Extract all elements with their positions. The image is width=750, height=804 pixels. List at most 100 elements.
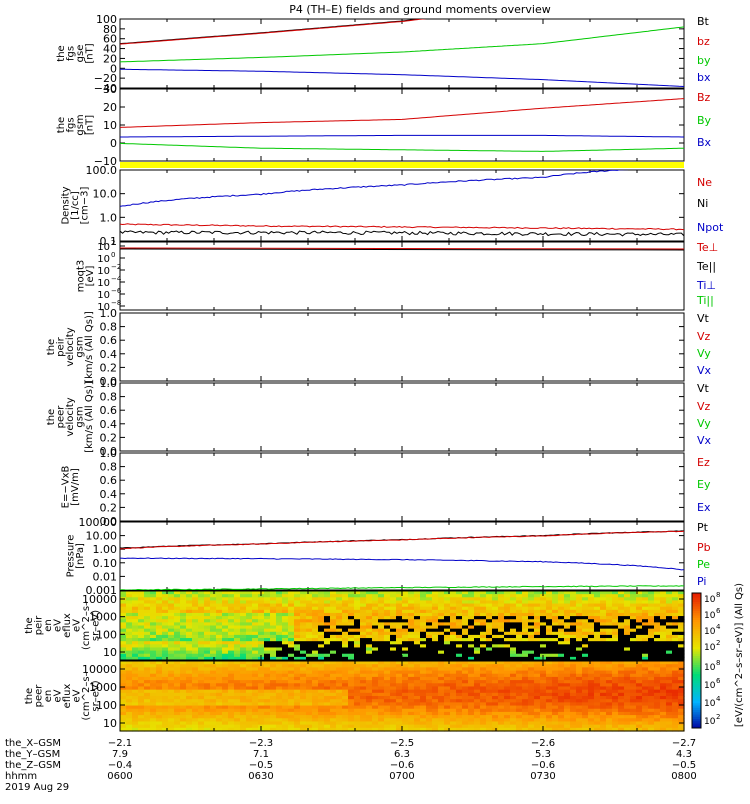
- peir_spectrogram-cell: [420, 628, 427, 633]
- peir_spectrogram-cell: [408, 622, 415, 627]
- peer_spectrogram-cell: [174, 686, 181, 691]
- peir_spectrogram-cell: [384, 616, 391, 620]
- peir_spectrogram-cell: [378, 597, 385, 602]
- peir_spectrogram-cell: [216, 634, 223, 639]
- peir_spectrogram-cell: [144, 638, 151, 642]
- pressure-ytick-label: 100.00: [79, 516, 118, 529]
- temperature-ytick-exp: 2: [111, 239, 115, 247]
- peer_spectrogram-cell: [576, 683, 583, 688]
- peer_spectrogram-cell: [390, 692, 397, 697]
- peir_spectrogram-cell: [660, 631, 667, 636]
- peer_spectrogram-cell: [546, 715, 553, 719]
- peer_spectrogram-cell: [384, 692, 391, 697]
- peer_spectrogram-cell: [174, 711, 181, 716]
- peer_spectrogram-cell: [606, 686, 613, 691]
- peer_spectrogram-cell: [156, 705, 163, 710]
- peir_spectrogram-cell: [126, 597, 133, 602]
- peer_spectrogram-cell: [486, 727, 493, 732]
- peer_spectrogram-cell: [642, 702, 649, 707]
- peir_spectrogram-cell: [522, 594, 529, 598]
- peer_spectrogram-cell: [168, 667, 175, 672]
- peer_spectrogram-cell: [456, 680, 463, 684]
- peir_spectrogram-cell: [468, 628, 475, 633]
- peer_spectrogram-cell: [468, 721, 475, 726]
- peer_spectrogram-cell: [132, 664, 139, 668]
- peer_spectrogram-cell: [582, 686, 589, 691]
- peer_spectrogram-cell: [492, 667, 499, 672]
- peer_spectrogram-cell: [534, 727, 541, 732]
- peir_spectrogram-cell: [372, 594, 379, 598]
- peir_spectrogram-cell: [156, 600, 163, 605]
- peer_spectrogram-cell: [330, 724, 337, 729]
- peer_spectrogram-cell: [378, 702, 385, 707]
- peer_spectrogram-cell: [402, 680, 409, 684]
- peir_spectrogram-cell: [258, 625, 265, 630]
- peer_spectrogram-cell: [660, 689, 667, 694]
- peir_spectrogram-cell: [606, 647, 613, 652]
- peir_spectrogram-cell: [624, 603, 631, 608]
- peir_spectrogram-cell: [156, 638, 163, 642]
- peir_spectrogram-cell: [192, 653, 199, 658]
- peer_spectrogram-cell: [438, 718, 445, 723]
- peir_spectrogram-cell: [354, 606, 361, 611]
- peer_spectrogram-cell: [162, 661, 169, 665]
- peer_spectrogram-cell: [120, 705, 127, 710]
- peer_spectrogram-cell: [318, 708, 325, 713]
- peer_spectrogram-cell: [174, 708, 181, 713]
- peer_spectrogram-cell: [432, 673, 439, 678]
- peir_spectrogram-cell: [492, 594, 499, 598]
- peir_spectrogram-cell: [282, 628, 289, 633]
- peer_spectrogram-cell: [438, 664, 445, 668]
- peer_spectrogram-cell: [612, 715, 619, 719]
- peer_spectrogram-cell: [408, 661, 415, 665]
- peir_spectrogram-cell: [570, 603, 577, 608]
- peir_spectrogram-cell: [132, 625, 139, 630]
- peir_spectrogram-cell: [672, 656, 679, 661]
- peer_spectrogram-cell: [264, 676, 271, 681]
- fgs_gse-ytick-label: −20: [94, 72, 117, 85]
- peer_spectrogram-cell: [672, 670, 679, 675]
- peir_spectrogram-cell: [600, 619, 607, 623]
- peir_spectrogram-cell: [342, 638, 349, 642]
- peir_spectrogram-cell: [570, 656, 577, 661]
- peir_spectrogram-cell: [486, 653, 493, 658]
- peer_spectrogram-cell: [660, 699, 667, 703]
- peir_spectrogram-cell: [528, 641, 535, 645]
- peir_spectrogram-cell: [546, 647, 553, 652]
- peir_spectrogram-cell: [288, 600, 295, 605]
- peer_spectrogram-cell: [306, 718, 313, 723]
- peer_spectrogram-cell: [162, 708, 169, 713]
- peer_spectrogram-cell: [468, 680, 475, 684]
- peir_spectrogram-cell: [372, 619, 379, 623]
- peer_spectrogram-cell: [120, 661, 127, 665]
- peer_spectrogram-cell: [312, 689, 319, 694]
- peer_spectrogram-cell: [648, 680, 655, 684]
- peer_spectrogram-cell: [192, 696, 199, 700]
- peer_spectrogram-cell: [450, 689, 457, 694]
- peer_spectrogram-cell: [462, 718, 469, 723]
- peir_spectrogram-cell: [588, 653, 595, 658]
- efield-ylabel-line: [mV/m]: [70, 468, 81, 506]
- peer_spectrogram-cell: [150, 676, 157, 681]
- peir_spectrogram-cell: [252, 622, 259, 627]
- peir_spectrogram-cell: [324, 638, 331, 642]
- peer_spectrogram-cell: [132, 708, 139, 713]
- peer_spectrogram-cell: [396, 699, 403, 703]
- colorbar-cell: [692, 631, 701, 634]
- peer_spectrogram-cell: [312, 718, 319, 723]
- peer_spectrogram-cell: [138, 661, 145, 665]
- peir_spectrogram-cell: [594, 594, 601, 598]
- peir_spectrogram-cell: [210, 625, 217, 630]
- peer_spectrogram-cell: [450, 673, 457, 678]
- peer_spectrogram-cell: [324, 724, 331, 729]
- peer_spectrogram-cell: [444, 715, 451, 719]
- peer_spectrogram-cell: [432, 686, 439, 691]
- peer_spectrogram-cell: [570, 664, 577, 668]
- peer_spectrogram-cell: [456, 676, 463, 681]
- peer_spectrogram-cell: [462, 711, 469, 716]
- peer_spectrogram-cell: [450, 667, 457, 672]
- peir_spectrogram-cell: [660, 656, 667, 661]
- peir_spectrogram-cell: [588, 641, 595, 645]
- peir_spectrogram-cell: [258, 594, 265, 598]
- peer_spectrogram-cell: [456, 696, 463, 700]
